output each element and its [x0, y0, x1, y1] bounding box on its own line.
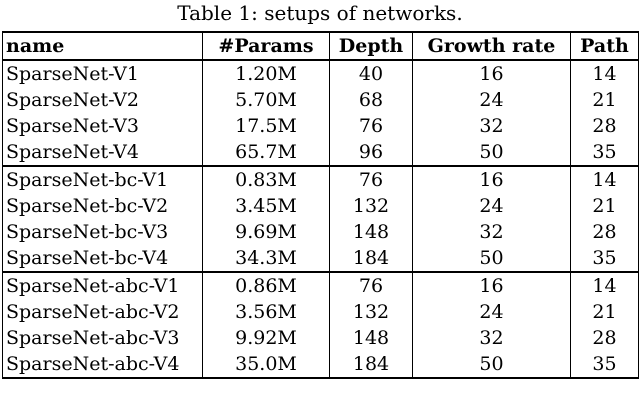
- cell-growth-rate: 50: [412, 351, 571, 379]
- cell-params: 0.86M: [202, 272, 330, 299]
- cell-name: SparseNet-bc-V1: [2, 166, 203, 193]
- cell-name: SparseNet-V1: [2, 60, 203, 87]
- table-caption: Table 1: setups of networks.: [177, 1, 463, 25]
- table-row: SparseNet-abc-V4 35.0M 184 50 35: [2, 351, 639, 379]
- table-row: SparseNet-bc-V4 34.3M 184 50 35: [2, 245, 639, 273]
- cell-path: 21: [570, 193, 639, 219]
- networks-setup-table: name #Params Depth Growth rate Path Spar…: [2, 31, 639, 379]
- cell-growth-rate: 24: [412, 193, 571, 219]
- cell-params: 34.3M: [202, 245, 330, 273]
- cell-depth: 76: [329, 272, 413, 299]
- cell-growth-rate: 16: [412, 60, 571, 87]
- cell-path: 28: [570, 219, 639, 245]
- cell-path: 35: [570, 351, 639, 379]
- table-row: SparseNet-bc-V1 0.83M 76 16 14: [2, 166, 639, 193]
- cell-name: SparseNet-abc-V1: [2, 272, 203, 299]
- cell-params: 65.7M: [202, 139, 330, 167]
- cell-growth-rate: 32: [412, 325, 571, 351]
- cell-name: SparseNet-V4: [2, 139, 203, 167]
- cell-path: 35: [570, 245, 639, 273]
- table-row: SparseNet-bc-V3 9.69M 148 32 28: [2, 219, 639, 245]
- cell-depth: 148: [329, 325, 413, 351]
- cell-depth: 76: [329, 166, 413, 193]
- cell-name: SparseNet-abc-V3: [2, 325, 203, 351]
- cell-path: 21: [570, 87, 639, 113]
- cell-path: 28: [570, 325, 639, 351]
- cell-name: SparseNet-bc-V3: [2, 219, 203, 245]
- table-row: SparseNet-V4 65.7M 96 50 35: [2, 139, 639, 167]
- cell-growth-rate: 32: [412, 113, 571, 139]
- header-name: name: [2, 31, 203, 61]
- cell-params: 17.5M: [202, 113, 330, 139]
- header-params: #Params: [202, 31, 330, 61]
- cell-path: 14: [570, 272, 639, 299]
- header-depth: Depth: [329, 31, 413, 61]
- cell-growth-rate: 50: [412, 245, 571, 273]
- cell-name: SparseNet-V2: [2, 87, 203, 113]
- table-body: SparseNet-V1 1.20M 40 16 14 SparseNet-V2…: [2, 60, 639, 379]
- cell-depth: 76: [329, 113, 413, 139]
- table-header: name #Params Depth Growth rate Path: [2, 31, 639, 61]
- cell-depth: 96: [329, 139, 413, 167]
- cell-depth: 40: [329, 60, 413, 87]
- cell-params: 1.20M: [202, 60, 330, 87]
- table-row: SparseNet-abc-V1 0.86M 76 16 14: [2, 272, 639, 299]
- table-row: SparseNet-V3 17.5M 76 32 28: [2, 113, 639, 139]
- table-row: SparseNet-abc-V3 9.92M 148 32 28: [2, 325, 639, 351]
- cell-depth: 184: [329, 351, 413, 379]
- table-row: SparseNet-abc-V2 3.56M 132 24 21: [2, 299, 639, 325]
- cell-depth: 132: [329, 299, 413, 325]
- cell-growth-rate: 24: [412, 87, 571, 113]
- cell-growth-rate: 16: [412, 166, 571, 193]
- table-row: SparseNet-V1 1.20M 40 16 14: [2, 60, 639, 87]
- cell-params: 0.83M: [202, 166, 330, 193]
- header-path: Path: [570, 31, 639, 61]
- cell-name: SparseNet-bc-V4: [2, 245, 203, 273]
- cell-path: 28: [570, 113, 639, 139]
- cell-params: 5.70M: [202, 87, 330, 113]
- cell-path: 21: [570, 299, 639, 325]
- cell-name: SparseNet-V3: [2, 113, 203, 139]
- cell-depth: 148: [329, 219, 413, 245]
- header-row: name #Params Depth Growth rate Path: [2, 31, 639, 61]
- cell-path: 35: [570, 139, 639, 167]
- cell-growth-rate: 24: [412, 299, 571, 325]
- cell-params: 3.56M: [202, 299, 330, 325]
- cell-depth: 184: [329, 245, 413, 273]
- cell-params: 3.45M: [202, 193, 330, 219]
- cell-params: 35.0M: [202, 351, 330, 379]
- cell-name: SparseNet-abc-V2: [2, 299, 203, 325]
- cell-growth-rate: 16: [412, 272, 571, 299]
- header-growth-rate: Growth rate: [412, 31, 571, 61]
- cell-depth: 132: [329, 193, 413, 219]
- table-row: SparseNet-bc-V2 3.45M 132 24 21: [2, 193, 639, 219]
- cell-growth-rate: 32: [412, 219, 571, 245]
- cell-name: SparseNet-abc-V4: [2, 351, 203, 379]
- cell-depth: 68: [329, 87, 413, 113]
- cell-growth-rate: 50: [412, 139, 571, 167]
- cell-path: 14: [570, 60, 639, 87]
- cell-params: 9.92M: [202, 325, 330, 351]
- cell-path: 14: [570, 166, 639, 193]
- cell-params: 9.69M: [202, 219, 330, 245]
- table-row: SparseNet-V2 5.70M 68 24 21: [2, 87, 639, 113]
- cell-name: SparseNet-bc-V2: [2, 193, 203, 219]
